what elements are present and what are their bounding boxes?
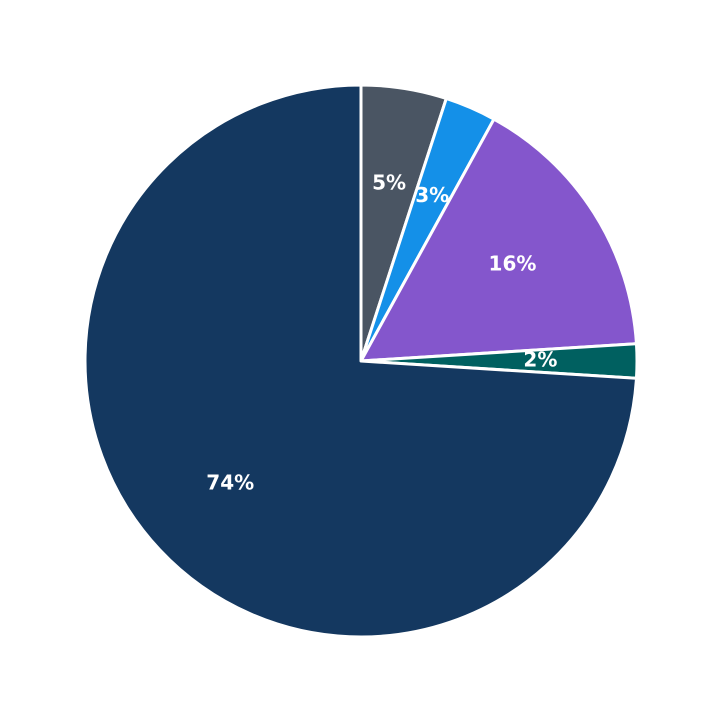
wedge — [359, 117, 638, 363]
data-label: 16% — [489, 251, 537, 275]
data-label: 3% — [415, 183, 449, 207]
wedge — [83, 83, 638, 639]
data-label: 74% — [206, 470, 254, 494]
data-label: 2% — [523, 348, 557, 372]
data-label: 5% — [372, 170, 406, 194]
